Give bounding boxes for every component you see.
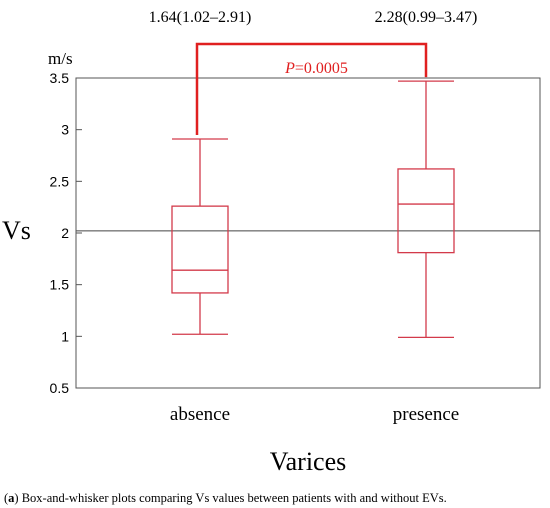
figure-caption: (a) Box-and-whisker plots comparing Vs v… — [4, 491, 550, 506]
p-symbol: P — [284, 60, 295, 77]
box-presence: presence 2.28(0.99–3.47) — [375, 9, 478, 425]
summary-label-absence: 1.64(1.02–2.91) — [149, 9, 252, 26]
p-value: =0.0005 — [295, 60, 348, 77]
x-category-label-presence: presence — [393, 404, 459, 425]
caption-text: Box-and-whisker plots comparing Vs value… — [18, 491, 447, 505]
box-absence: absence 1.64(1.02–2.91) — [149, 9, 252, 425]
y-tick-label-4: 2.5 — [50, 173, 70, 189]
caption-open: ( — [4, 491, 9, 505]
boxes-group: absence 1.64(1.02–2.91) presence 2.28(0.99–… — [149, 9, 478, 425]
caption-letter: a — [8, 491, 15, 505]
y-tick-label-1: 1 — [61, 328, 69, 344]
y-tick-label-2: 1.5 — [50, 277, 70, 293]
x-axis-title: Varices — [270, 447, 347, 476]
plot-frame — [75, 77, 541, 389]
iqr-box-presence — [397, 168, 455, 254]
iqr-box-absence — [171, 205, 229, 294]
p-value-label: P=0.0005 — [284, 60, 348, 77]
y-tick-label-3: 2 — [61, 225, 69, 241]
y-unit-label: m/s — [48, 49, 73, 68]
y-tick-label-0: 0.5 — [50, 380, 70, 396]
significance-bracket: P=0.0005 — [195, 42, 428, 135]
y-tick-label-6: 3.5 — [50, 70, 70, 86]
y-axis-title: Vs — [2, 216, 31, 245]
caption-close: ) — [14, 491, 19, 505]
y-axis-ticks: 0.5 1 1.5 2 2.5 3 3.5 — [50, 70, 82, 396]
significance-line — [195, 42, 428, 135]
x-category-label-absence: absence — [170, 404, 230, 425]
summary-label-presence: 2.28(0.99–3.47) — [375, 9, 478, 26]
y-tick-label-5: 3 — [61, 122, 69, 138]
